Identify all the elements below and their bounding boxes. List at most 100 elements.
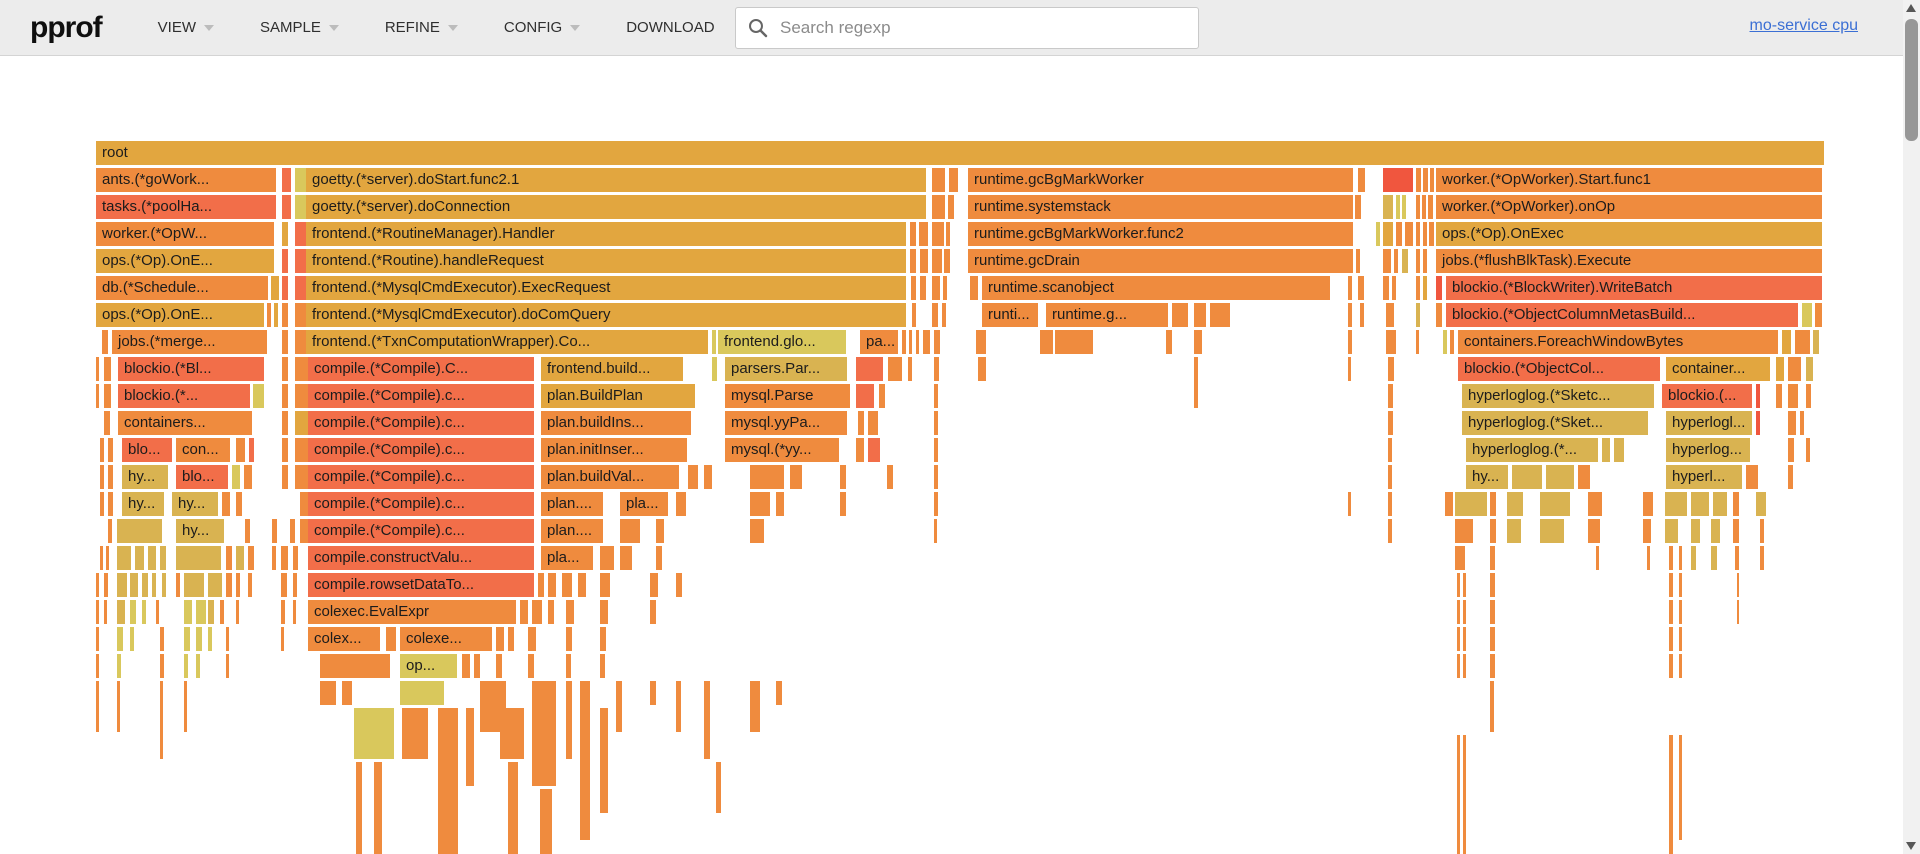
flame-frame[interactable]: hyperloglog.(*... [1466, 438, 1598, 462]
flame-frame[interactable]: worker.(*OpWorker).Start.func1 [1436, 168, 1822, 192]
flame-frame-filler[interactable] [1733, 492, 1739, 516]
flame-frame[interactable]: runtime.systemstack [968, 195, 1353, 219]
flame-frame[interactable]: compile.rowsetDataTo... [308, 573, 534, 597]
flame-frame-filler[interactable] [282, 465, 288, 489]
flame-frame-filler[interactable] [532, 600, 542, 624]
flame-frame[interactable]: blockio.(*ObjectCol... [1458, 357, 1660, 381]
flame-frame[interactable]: colex... [308, 627, 380, 651]
flame-frame-filler[interactable] [1490, 573, 1495, 597]
flame-frame-filler[interactable] [100, 492, 104, 516]
flame-frame-filler[interactable] [970, 276, 978, 300]
flame-frame-filler[interactable] [1416, 168, 1421, 192]
flame-frame[interactable]: compile.(*Compile).c... [308, 384, 534, 408]
flame-frame-filler[interactable] [236, 438, 245, 462]
flame-frame-filler[interactable] [500, 708, 524, 759]
flame-frame[interactable]: hyperloglog.(*Sketc... [1462, 384, 1654, 408]
flame-frame-filler[interactable] [1713, 492, 1727, 516]
flame-frame-filler[interactable] [1355, 195, 1361, 219]
flame-frame-filler[interactable] [944, 249, 950, 273]
flame-frame-filler[interactable] [716, 762, 721, 813]
flame-frame-filler[interactable] [1679, 654, 1682, 678]
flame-frame-filler[interactable] [1416, 222, 1420, 246]
flame-frame-filler[interactable] [934, 384, 938, 408]
flame-frame-filler[interactable] [1802, 303, 1812, 327]
flame-frame-filler[interactable] [540, 789, 552, 854]
flame-frame-filler[interactable] [244, 465, 252, 489]
flame-frame-filler[interactable] [566, 654, 571, 678]
flame-frame-filler[interactable] [100, 438, 104, 462]
flame-frame-filler[interactable] [888, 357, 902, 381]
flame-frame-filler[interactable] [1457, 573, 1460, 597]
flame-frame-filler[interactable] [462, 654, 470, 678]
scrollbar-thumb[interactable] [1905, 19, 1918, 141]
flame-frame-filler[interactable] [1665, 492, 1687, 516]
flame-frame-filler[interactable] [1455, 546, 1465, 570]
flame-frame-filler[interactable] [1756, 411, 1760, 435]
flame-frame[interactable]: worker.(*OpWorker).onOp [1436, 195, 1822, 219]
flame-frame-filler[interactable] [923, 330, 930, 354]
flame-frame-filler[interactable] [934, 492, 938, 516]
flame-frame[interactable]: op... [400, 654, 457, 678]
flame-frame[interactable]: hyperlogl... [1666, 411, 1752, 435]
flame-frame-filler[interactable] [508, 762, 518, 854]
flame-frame-filler[interactable] [1040, 330, 1053, 354]
flame-frame-filler[interactable] [909, 330, 912, 354]
flame-frame-filler[interactable] [932, 222, 944, 246]
flame-frame-filler[interactable] [1512, 465, 1542, 489]
flame-frame-filler[interactable] [496, 654, 502, 678]
flame-frame-filler[interactable] [281, 546, 288, 570]
flame-frame-filler[interactable] [386, 627, 396, 651]
flame-frame[interactable]: blockio.(*Bl... [118, 357, 264, 381]
flame-frame-filler[interactable] [135, 546, 144, 570]
flame-frame-filler[interactable] [1806, 357, 1813, 381]
flame-frame-filler[interactable] [248, 573, 252, 597]
flame-frame-filler[interactable] [108, 492, 113, 516]
flame-frame-filler[interactable] [1210, 303, 1230, 327]
flame-frame[interactable]: plan.buildVal... [541, 465, 679, 489]
flame-frame-filler[interactable] [704, 465, 712, 489]
flame-frame-filler[interactable] [1711, 519, 1720, 543]
flame-frame-filler[interactable] [1405, 222, 1413, 246]
flame-frame-filler[interactable] [520, 600, 528, 624]
flame-frame-filler[interactable] [620, 546, 632, 570]
flame-frame-filler[interactable] [1358, 276, 1364, 300]
flame-frame-filler[interactable] [1691, 546, 1696, 570]
flame-frame-filler[interactable] [776, 492, 784, 516]
flame-frame-filler[interactable] [932, 195, 945, 219]
flame-frame-filler[interactable] [117, 519, 162, 543]
flame-frame-filler[interactable] [1388, 519, 1392, 543]
flame-frame-filler[interactable] [600, 600, 608, 624]
flame-frame-filler[interactable] [342, 681, 352, 705]
flame-frame-filler[interactable] [1457, 735, 1460, 854]
flame-frame-filler[interactable] [1540, 519, 1564, 543]
flame-frame-filler[interactable] [1388, 357, 1394, 381]
flame-frame-filler[interactable] [1445, 492, 1453, 516]
flame-frame[interactable]: colexec.EvalExpr [308, 600, 516, 624]
flame-frame-filler[interactable] [1348, 276, 1352, 300]
flame-frame[interactable]: frontend.build... [541, 357, 683, 381]
flame-frame-filler[interactable] [580, 681, 590, 840]
flame-frame-filler[interactable] [600, 546, 614, 570]
flame-frame-filler[interactable] [1388, 384, 1393, 408]
flame-frame-filler[interactable] [226, 573, 232, 597]
flame-frame-filler[interactable] [236, 573, 240, 597]
flame-frame-filler[interactable] [117, 681, 120, 732]
flame-frame-filler[interactable] [196, 654, 200, 678]
flame-frame-filler[interactable] [1463, 573, 1466, 597]
flame-frame-filler[interactable] [96, 357, 99, 381]
flame-frame-filler[interactable] [1416, 249, 1420, 273]
flame-frame[interactable]: runtime.scanobject [982, 276, 1330, 300]
flame-frame-filler[interactable] [160, 654, 164, 678]
flame-frame-filler[interactable] [1383, 195, 1393, 219]
flame-frame-filler[interactable] [104, 357, 111, 381]
flame-frame-filler[interactable] [934, 438, 938, 462]
flame-frame-filler[interactable] [1386, 330, 1396, 354]
flame-frame-filler[interactable] [1788, 384, 1798, 408]
flame-frame-filler[interactable] [1416, 303, 1420, 327]
flame-frame-filler[interactable] [104, 573, 108, 597]
flame-frame-filler[interactable] [650, 681, 656, 705]
flame-frame-filler[interactable] [1416, 330, 1419, 354]
flame-frame-filler[interactable] [919, 222, 928, 246]
flame-frame-filler[interactable] [1490, 681, 1494, 732]
flame-frame[interactable]: pla... [541, 546, 593, 570]
